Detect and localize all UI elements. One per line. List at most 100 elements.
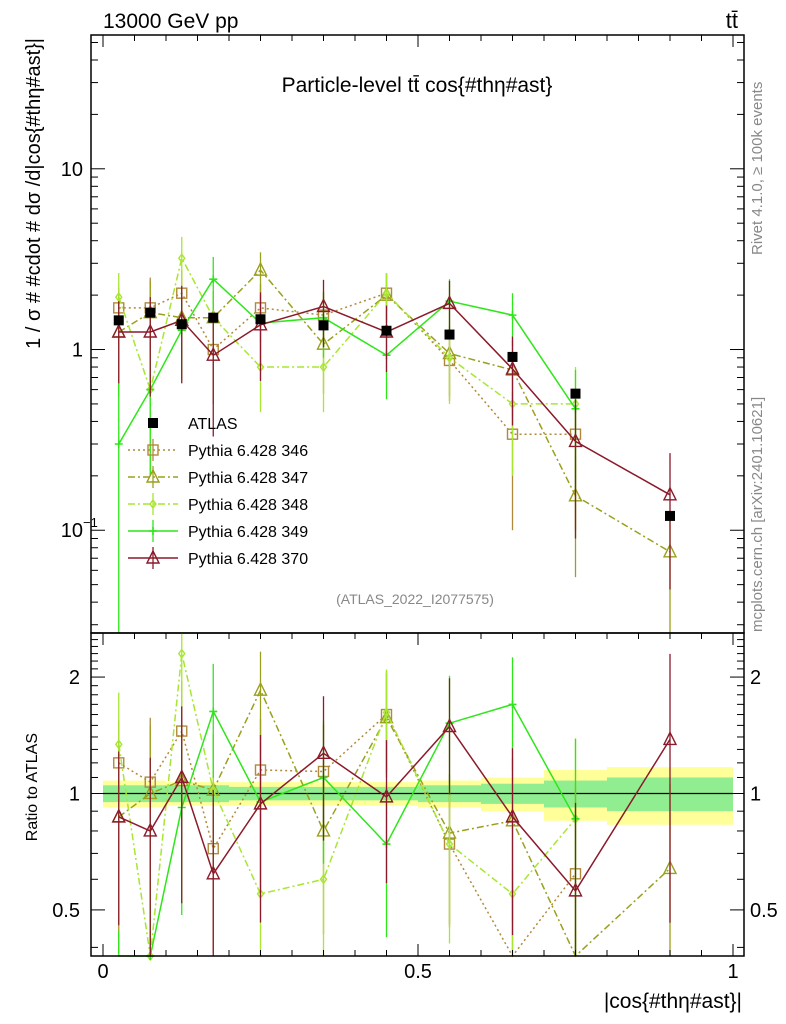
ratio-y-axis-label: Ratio to ATLAS <box>24 733 41 841</box>
series-4-line <box>118 302 671 496</box>
ratio-series-4-point <box>206 865 221 880</box>
series-4-point <box>316 297 331 313</box>
legend-label-2: Pythia 6.428 348 <box>188 497 308 514</box>
legend-atlas-label: ATLAS <box>188 416 238 433</box>
series-4-group <box>111 279 678 590</box>
series-4-point <box>505 360 520 375</box>
series-4-point <box>662 486 678 501</box>
atlas-data-point <box>255 314 266 325</box>
series-4-point <box>442 294 457 310</box>
energy-label: 13000 GeV pp <box>103 10 238 33</box>
ratio-series-4-point <box>253 795 268 810</box>
atlas-data-point <box>507 351 518 362</box>
series-0-line <box>118 292 576 435</box>
ratio-y-tick-label-right: 2 <box>750 667 761 689</box>
ratio-series-2-point <box>319 874 328 885</box>
legend-marker-1 <box>145 468 161 483</box>
ratio-series-4-group <box>111 653 678 956</box>
series-3-point <box>114 440 123 449</box>
atlas-data-point <box>176 319 187 330</box>
ratio-series-4-point <box>379 788 394 803</box>
legend-atlas-marker <box>148 418 158 428</box>
x-tick-label: 0 <box>97 961 108 983</box>
legend-marker-0 <box>147 444 159 456</box>
legend-label-3: Pythia 6.428 349 <box>188 524 308 541</box>
ratio-y-tick-label-left: 1 <box>69 783 80 805</box>
x-tick-label: 1 <box>727 961 738 983</box>
ratio-axis-ticks: 2 2 1 1 0.5 0.5 0 0.5 1 <box>52 633 778 983</box>
series-3-point <box>209 275 218 284</box>
ratio-y-tick-label-left: 2 <box>69 667 80 689</box>
atlas-data-point <box>381 325 392 336</box>
series-2-point <box>445 352 454 363</box>
series-2-point <box>382 288 391 299</box>
atlas-data-point <box>570 388 581 399</box>
atlas-data-point <box>113 315 124 326</box>
x-tick-label: 0.5 <box>404 961 432 983</box>
ratio-series-3-point <box>209 707 218 716</box>
ratio-panel: 2 2 1 1 0.5 0.5 0 0.5 1 Ratio to ATLAS |cos{#thη… <box>24 632 778 1013</box>
legend-label-0: Pythia 6.428 346 <box>188 443 308 460</box>
ratio-series-4-point <box>143 822 158 837</box>
ratio-plot-content <box>103 633 733 962</box>
ratio-series-3-line <box>118 703 577 957</box>
ratio-series-4-point <box>568 882 583 897</box>
series-4-point <box>111 323 126 338</box>
atlas-data-point <box>208 312 219 323</box>
atlas-data-point <box>318 320 329 331</box>
series-2-line <box>118 256 576 405</box>
main-y-tick-label: 10 <box>61 159 83 181</box>
ratio-series-2-point <box>114 739 123 750</box>
main-y-tick-label: 1 <box>72 340 83 362</box>
main-plot-content <box>111 236 678 633</box>
atlas-data-group <box>113 307 675 521</box>
ratio-series-2-point <box>382 707 391 718</box>
series-1-line <box>118 268 671 553</box>
series-3-point <box>508 311 517 320</box>
legend-marker-4 <box>145 549 161 564</box>
ratio-series-0-line <box>118 713 577 958</box>
analysis-tag: (ATLAS_2022_I2077575) <box>336 591 494 607</box>
ratio-y-tick-label-left: 0.5 <box>52 900 80 922</box>
atlas-data-point <box>444 329 455 340</box>
series-3-line <box>118 278 577 445</box>
main-y-tick-label: 10 <box>61 520 83 542</box>
main-y-axis-label: 1 / σ # #cdot # dσ /d|cos{#thη#ast}| <box>23 38 45 349</box>
chart-title: Particle-level tt̄ cos{#thη#ast} <box>282 74 553 97</box>
ratio-series-4-line <box>118 725 671 893</box>
series-2-point <box>319 361 328 373</box>
main-frame <box>90 34 745 634</box>
mcplots-label: mcplots.cern.ch [arXiv:2401.10621] <box>749 397 766 632</box>
ratio-series-2-point <box>177 648 186 659</box>
rivet-version-label: Rivet 4.1.0, ≥ 100k events <box>749 82 766 255</box>
series-4-point <box>568 432 583 448</box>
main-y-tick-label-exponent: −1 <box>83 515 98 530</box>
atlas-data-point <box>665 510 675 521</box>
series-3-group <box>114 257 580 633</box>
x-axis-label: |cos{#thη#ast}| <box>604 990 742 1013</box>
ratio-series-4-point <box>174 768 189 784</box>
series-4-point <box>206 346 221 361</box>
ratio-series-4-point <box>442 717 457 733</box>
ratio-series-4-point <box>662 730 678 746</box>
ratio-y-tick-label-right: 1 <box>750 783 761 805</box>
series-2-point <box>177 253 186 264</box>
ratio-series-2-point <box>445 838 454 850</box>
legend-label-1: Pythia 6.428 347 <box>188 470 308 487</box>
legend-marker-2 <box>149 498 157 510</box>
ratio-series-4-point <box>505 808 520 823</box>
legend-marker-3 <box>149 527 157 535</box>
ratio-series-4-point <box>111 808 126 823</box>
ratio-series-3-point <box>508 700 517 709</box>
series-2-point <box>114 291 123 303</box>
ratio-y-tick-label-right: 0.5 <box>750 900 778 922</box>
series-1-point <box>253 261 268 276</box>
series-0-group <box>113 270 582 531</box>
legend: ATLAS Pythia 6.428 346 Pythia 6.428 347 Pyt… <box>128 416 308 569</box>
series-4-point <box>143 323 158 338</box>
atlas-data-point <box>145 307 156 318</box>
ratio-series-1-point <box>253 681 268 696</box>
